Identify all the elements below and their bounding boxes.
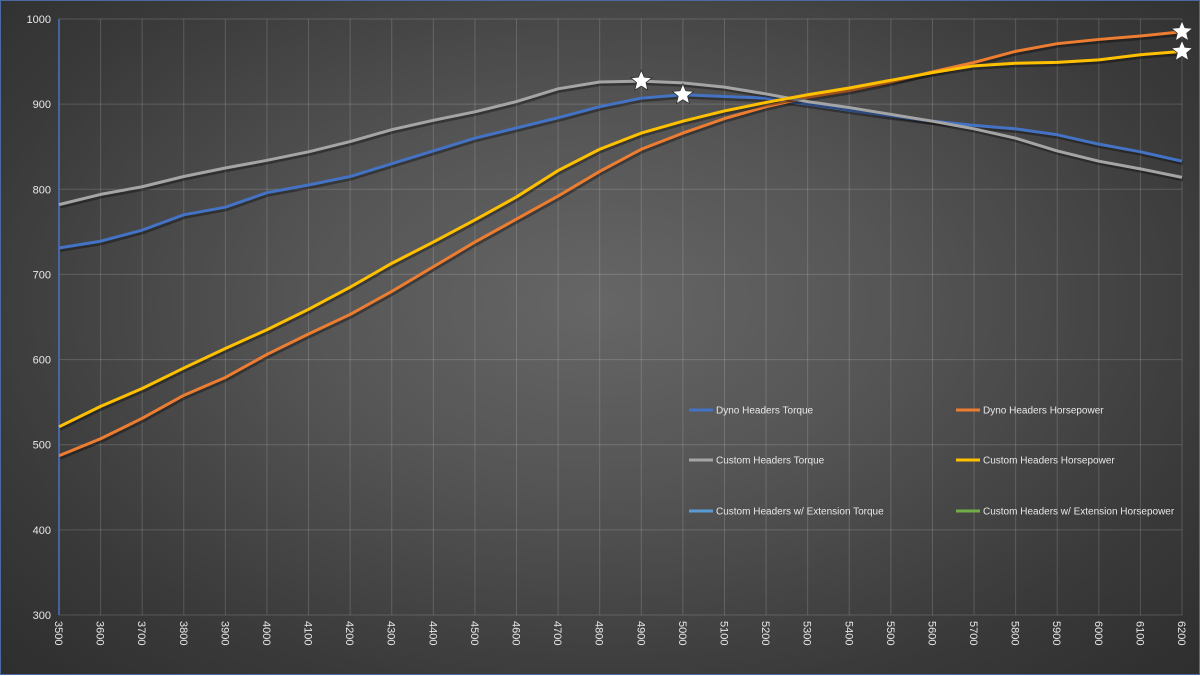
x-tick-label: 5800 xyxy=(1009,621,1021,645)
x-tick-label: 4400 xyxy=(426,621,438,645)
peak-star-marker xyxy=(671,82,695,105)
x-tick-label: 5900 xyxy=(1050,621,1062,645)
peak-star-marker xyxy=(1170,39,1194,62)
series-shadow xyxy=(59,81,1184,209)
x-tick-label: 4500 xyxy=(468,621,480,645)
x-tick-label: 5400 xyxy=(842,621,854,645)
legend-label: Custom Headers w/ Extension Horsepower xyxy=(983,507,1175,518)
series-line-dyno-headers-horsepower xyxy=(58,30,1183,458)
series-line-dyno-headers-torque xyxy=(58,93,1183,250)
x-tick-label: 5100 xyxy=(717,621,729,645)
x-tick-label: 3600 xyxy=(94,621,106,645)
x-tick-label: 4300 xyxy=(385,621,397,645)
peak-star-marker xyxy=(629,69,653,91)
series-shadow xyxy=(59,94,1184,253)
legend-label: Custom Headers w/ Extension Torque xyxy=(716,507,884,518)
x-tick-label: 5300 xyxy=(801,621,813,645)
legend-label: Dyno Headers Horsepower xyxy=(983,406,1104,417)
x-tick-label: 5200 xyxy=(759,621,771,645)
legend-label: Custom Headers Torque xyxy=(716,456,825,467)
y-tick-label: 300 xyxy=(33,610,51,622)
x-tick-label: 6100 xyxy=(1133,621,1145,645)
x-tick-label: 3700 xyxy=(135,621,147,645)
x-tick-label: 4100 xyxy=(302,621,314,645)
x-tick-label: 4000 xyxy=(260,621,272,645)
x-tick-label: 5700 xyxy=(967,621,979,645)
series-line-custom-headers-horsepower xyxy=(58,49,1183,429)
x-tick-label: 4900 xyxy=(634,621,646,645)
x-tick-label: 4700 xyxy=(551,621,563,645)
x-tick-label: 4600 xyxy=(510,621,522,645)
x-tick-label: 3500 xyxy=(52,621,64,645)
y-tick-label: 400 xyxy=(33,525,51,537)
y-tick-label: 900 xyxy=(33,99,51,111)
legend-label: Custom Headers Horsepower xyxy=(983,456,1115,467)
x-tick-label: 5000 xyxy=(676,621,688,645)
x-tick-label: 5500 xyxy=(884,621,896,645)
x-tick-label: 6000 xyxy=(1092,621,1104,645)
x-tick-label: 3800 xyxy=(177,621,189,645)
x-tick-label: 3900 xyxy=(218,621,230,645)
y-tick-label: 500 xyxy=(33,440,51,452)
series-line-custom-headers-torque xyxy=(58,79,1183,207)
peak-star-marker xyxy=(1170,19,1194,42)
series-shadow xyxy=(59,31,1184,460)
x-tick-label: 4800 xyxy=(593,621,605,645)
legend-label: Dyno Headers Torque xyxy=(716,406,814,417)
series-shadow xyxy=(59,51,1184,431)
x-tick-label: 5600 xyxy=(925,621,937,645)
x-tick-label: 4200 xyxy=(343,621,355,645)
y-tick-label: 800 xyxy=(33,184,51,196)
x-tick-label: 6200 xyxy=(1175,621,1187,645)
y-tick-label: 700 xyxy=(33,269,51,281)
y-tick-label: 1000 xyxy=(27,14,51,26)
y-tick-label: 600 xyxy=(33,355,51,367)
